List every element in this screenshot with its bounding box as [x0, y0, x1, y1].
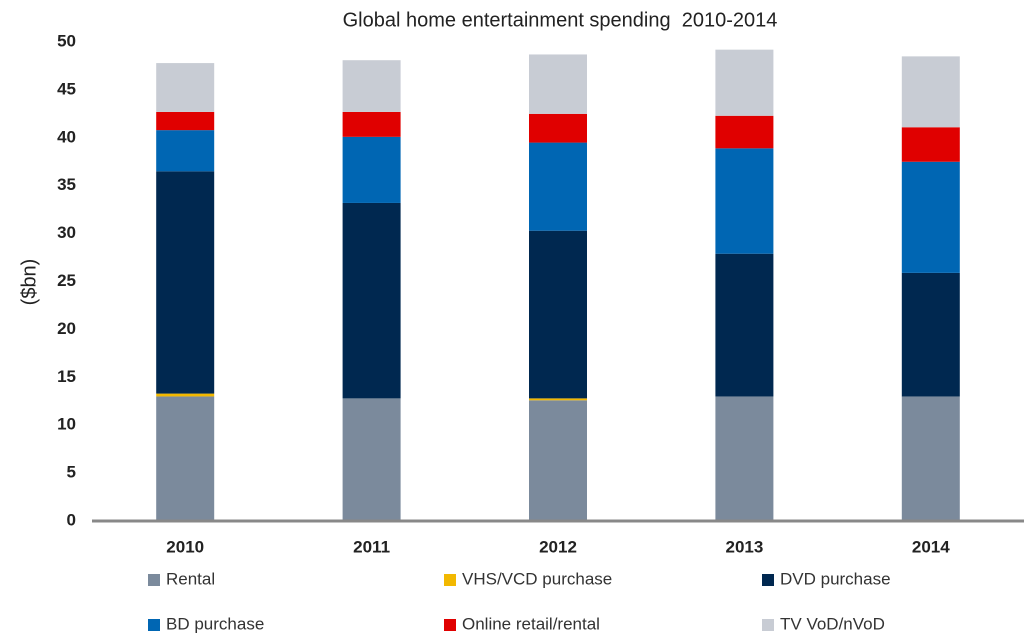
x-tick-label: 2011 — [353, 537, 390, 556]
bar-segment — [901, 56, 960, 128]
y-tick-label: 40 — [57, 127, 76, 146]
bar-segment — [529, 113, 587, 143]
y-axis-label: ($bn) — [18, 259, 40, 306]
bar-segment — [529, 400, 587, 521]
bar-segment — [156, 130, 215, 172]
y-tick-label: 10 — [57, 415, 76, 434]
x-tick-label: 2010 — [166, 537, 204, 556]
bar-segment — [529, 230, 587, 399]
legend-label: BD purchase — [166, 614, 264, 633]
bar-segment — [901, 272, 960, 397]
legend-label: TV VoD/nVoD — [780, 614, 885, 633]
bar-segment — [342, 60, 401, 112]
y-tick-label: 15 — [57, 367, 76, 386]
y-tick-label: 25 — [57, 271, 76, 290]
bar-segment — [901, 396, 960, 521]
legend-swatch — [762, 619, 774, 631]
bar-segment — [529, 142, 587, 231]
bar-segment — [342, 136, 401, 203]
bar-segment — [901, 161, 960, 273]
y-tick-label: 30 — [57, 223, 76, 242]
bar-segment — [901, 127, 960, 162]
bar-segment — [342, 111, 401, 137]
bar-segment — [156, 171, 215, 394]
legend-label: DVD purchase — [780, 569, 891, 588]
bar-segment — [715, 396, 774, 521]
legend-swatch — [444, 619, 456, 631]
y-tick-label: 50 — [57, 31, 76, 50]
y-tick-label: 5 — [67, 463, 76, 482]
bar-segment — [156, 393, 215, 397]
y-tick-label: 0 — [67, 510, 76, 529]
bar-segment — [715, 115, 774, 149]
bar-segment — [715, 148, 774, 254]
x-tick-label: 2012 — [539, 537, 577, 556]
y-tick-label: 35 — [57, 175, 76, 194]
legend-swatch — [148, 619, 160, 631]
chart-title: Global home entertainment spending 2010-… — [343, 9, 778, 31]
bar-segment — [529, 398, 587, 401]
legend-swatch — [762, 574, 774, 586]
y-tick-label: 20 — [57, 319, 76, 338]
legend-swatch — [444, 574, 456, 586]
legend-label: Online retail/rental — [462, 614, 600, 633]
bar-segment — [156, 63, 215, 112]
x-tick-label: 2014 — [912, 537, 950, 556]
x-tick-label: 2013 — [725, 537, 763, 556]
bar-segment — [715, 253, 774, 397]
legend-label: Rental — [166, 569, 215, 588]
legend-label: VHS/VCD purchase — [462, 569, 612, 588]
bar-segment — [342, 202, 401, 399]
bar-segment — [342, 398, 401, 521]
bar-segment — [715, 49, 774, 116]
bar-segment — [529, 54, 587, 114]
bar-segment — [156, 111, 215, 131]
legend-swatch — [148, 574, 160, 586]
bar-segment — [156, 396, 215, 521]
y-tick-label: 45 — [57, 79, 76, 98]
